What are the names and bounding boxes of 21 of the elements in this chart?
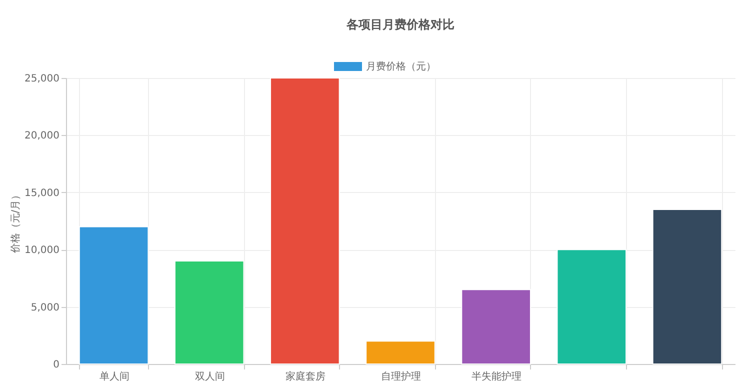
y-tick-label: 10,000	[24, 245, 60, 256]
y-tick-label: 0	[53, 360, 60, 370]
legend-label: 月费价格（元）	[366, 60, 436, 72]
bar	[461, 289, 531, 364]
y-tick-label: 20,000	[24, 130, 60, 142]
bar	[270, 78, 340, 364]
bar	[366, 340, 436, 364]
x-tick-label: 家庭套房	[285, 370, 326, 382]
x-tick-label: 自理护理	[381, 370, 421, 382]
y-tick-label: 25,000	[24, 74, 60, 84]
y-tick-label: 5,000	[30, 302, 60, 314]
chart-title: 各项目月费价格对比	[346, 18, 454, 32]
bar	[652, 209, 722, 364]
bar	[78, 226, 149, 364]
bar	[556, 249, 627, 364]
bar	[174, 260, 244, 364]
x-tick-label: 单人间	[99, 370, 130, 382]
y-axis-title: 价格（元/月）	[10, 190, 22, 254]
x-tick-label: 半失能护理	[472, 370, 522, 382]
x-tick-label: 双人间	[194, 370, 225, 382]
y-tick-label: 15,000	[24, 188, 60, 199]
